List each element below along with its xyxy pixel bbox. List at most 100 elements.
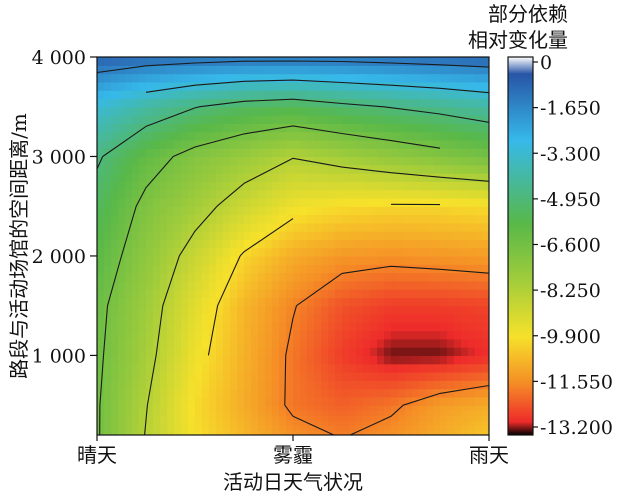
heat-cell (398, 173, 406, 182)
heat-cell (146, 139, 154, 149)
heat-cell (377, 388, 385, 398)
heat-cell (468, 156, 476, 166)
heat-cell (342, 206, 350, 216)
heat-cell (321, 420, 329, 426)
heat-cell (433, 156, 441, 166)
heat-cell (349, 197, 357, 207)
heat-cell (209, 255, 217, 265)
heat-cell (118, 380, 126, 390)
heat-cell (454, 131, 462, 141)
heat-cell (258, 289, 266, 298)
heat-cell (300, 372, 308, 381)
heat-cell (398, 330, 406, 340)
heat-cell (405, 264, 413, 274)
heat-cell (384, 115, 392, 124)
heat-cell (419, 181, 427, 191)
heat-cell (251, 156, 259, 166)
heat-cell (440, 305, 448, 315)
heat-cell (342, 148, 350, 158)
heat-cell (195, 181, 203, 191)
heat-cell (405, 164, 413, 174)
heat-cell (300, 90, 308, 100)
heat-cell (111, 173, 119, 182)
heat-cell (433, 380, 441, 390)
heat-cell (482, 206, 489, 216)
heat-cell (97, 415, 105, 421)
heat-cell (482, 396, 489, 406)
heat-cell (328, 405, 336, 411)
heat-cell (167, 347, 175, 357)
heat-cell (384, 206, 392, 216)
heat-cell (307, 148, 315, 158)
heat-cell (377, 347, 385, 357)
heat-cell (328, 222, 336, 232)
heat-cell (335, 90, 343, 100)
heat-cell (370, 380, 378, 390)
heat-cell (426, 305, 434, 315)
heat-cell (454, 396, 462, 406)
heat-cell (174, 222, 182, 232)
heat-cell (195, 330, 203, 340)
heat-cell (132, 148, 140, 158)
heat-cell (237, 405, 245, 411)
heat-cell (230, 255, 238, 265)
heat-cell (195, 264, 203, 274)
heat-cell (419, 372, 427, 381)
heat-cell (419, 239, 427, 249)
heat-cell (328, 164, 336, 174)
heat-cell (279, 415, 287, 421)
heat-cell (160, 81, 168, 91)
heat-cell (335, 222, 343, 232)
heat-cell (426, 139, 434, 149)
heat-cell (391, 81, 399, 91)
heat-cell (216, 380, 224, 390)
heat-cell (356, 123, 364, 133)
heat-cell (468, 247, 476, 257)
heat-cell (391, 214, 399, 224)
heat-cell (251, 148, 259, 158)
heat-cell (125, 264, 133, 274)
heat-cell (307, 388, 315, 398)
heat-cell (265, 305, 273, 315)
heat-cell (132, 297, 140, 307)
heat-cell (244, 106, 252, 116)
heat-cell (251, 420, 259, 426)
heat-cell (475, 415, 483, 421)
heat-cell (272, 214, 280, 224)
heat-cell (412, 410, 420, 416)
heat-cell (153, 247, 161, 257)
heat-cell (188, 131, 196, 141)
heat-cell (195, 272, 203, 282)
heat-cell (391, 264, 399, 274)
heat-cell (454, 388, 462, 398)
heat-cell (377, 98, 385, 108)
heat-cell (349, 73, 357, 83)
heat-cell (272, 322, 280, 332)
heat-cell (272, 264, 280, 274)
heat-cell (405, 90, 413, 100)
heat-cell (370, 115, 378, 124)
heat-cell (104, 305, 112, 315)
heat-cell (384, 338, 392, 348)
heat-cell (125, 380, 133, 390)
heat-cell (167, 289, 175, 298)
heat-cell (181, 405, 189, 411)
heat-cell (307, 65, 315, 75)
heat-cell (349, 430, 357, 435)
heat-cell (272, 73, 280, 83)
heat-cell (363, 272, 371, 282)
heat-cell (272, 115, 280, 124)
heat-cell (342, 289, 350, 298)
heat-cell (181, 264, 189, 274)
heat-cell (468, 98, 476, 108)
heat-cell (251, 214, 259, 224)
heat-cell (356, 313, 364, 323)
heat-cell (132, 305, 140, 315)
heat-cell (132, 330, 140, 340)
heat-cell (475, 355, 483, 365)
heat-cell (391, 115, 399, 124)
heat-cell (447, 388, 455, 398)
heat-cell (447, 396, 455, 406)
heat-cell (412, 363, 420, 373)
heat-cell (97, 355, 105, 365)
